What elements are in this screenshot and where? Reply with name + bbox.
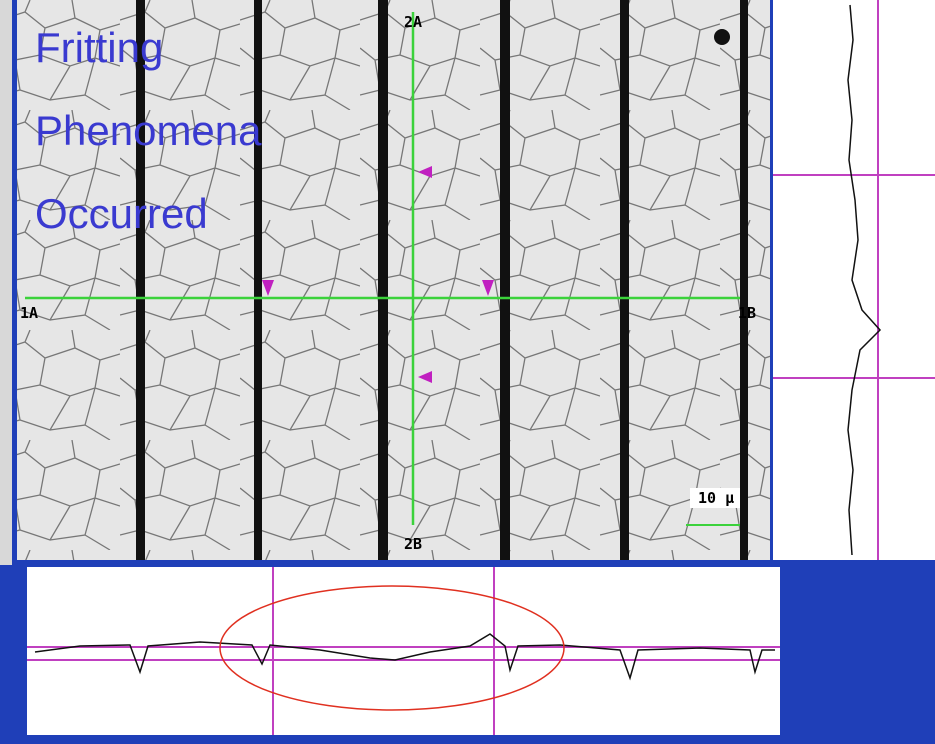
label-1b: 1B bbox=[738, 304, 756, 322]
screen: 2A 2B 1A 1B 10 μ Fritting Phenomena Occu… bbox=[0, 0, 935, 744]
label-1a: 1A bbox=[20, 304, 38, 322]
micrograph: 2A 2B 1A 1B 10 μ Fritting Phenomena Occu… bbox=[17, 0, 770, 560]
annotation-line: Phenomena bbox=[35, 107, 262, 154]
horizontal-profile bbox=[27, 567, 780, 735]
left-strip bbox=[0, 0, 12, 565]
label-2a: 2A bbox=[404, 13, 422, 31]
scale-bar-label: 10 μ bbox=[698, 489, 734, 507]
annotation-line: Occurred bbox=[35, 190, 208, 237]
vertical-profile bbox=[773, 0, 935, 560]
annotation-line: Fritting bbox=[35, 24, 163, 71]
label-2b: 2B bbox=[404, 535, 422, 553]
